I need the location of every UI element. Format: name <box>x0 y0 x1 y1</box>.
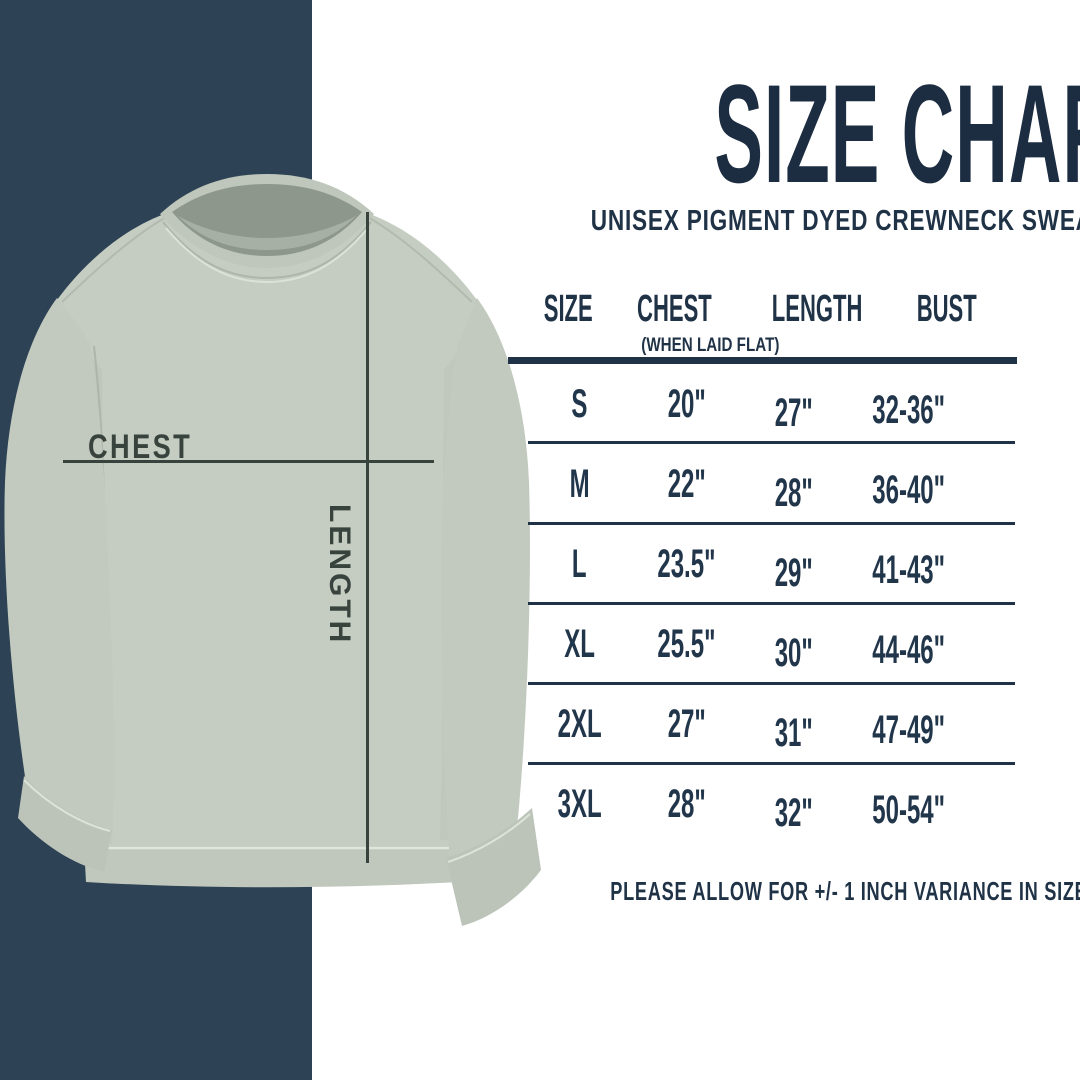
table-row: 3XL 28" 32" 50-54" <box>557 782 945 835</box>
table-row: S 20" 27" 32-36" <box>571 382 945 435</box>
variance-note: PLEASE ALLOW FOR +/- 1 INCH VARIANCE IN … <box>610 876 1080 906</box>
chest-column-note: (WHEN LAID FLAT) <box>641 335 780 356</box>
size-table: S 20" 27" 32-36" M 22" 28" 36-40" L 23.5… <box>508 364 1017 844</box>
row-divider <box>528 602 1015 605</box>
table-header-rule <box>508 357 1017 364</box>
page-subtitle: UNISEX PIGMENT DYED CREWNECK SWEATSHIRT <box>590 205 1080 237</box>
row-divider <box>528 762 1015 765</box>
table-row: 2XL 27" 31" 47-49" <box>557 702 945 755</box>
row-divider <box>528 522 1015 525</box>
length-measure-label: LENGTH <box>323 504 356 646</box>
row-divider <box>528 682 1015 685</box>
length-measure-line <box>366 212 369 863</box>
size-chart-panel: SIZE CHART UNISEX PIGMENT DYED CREWNECK … <box>508 0 1080 1080</box>
table-row: M 22" 28" 36-40" <box>569 462 945 515</box>
table-header-row: SIZE CHEST LENGTH BUST <box>508 290 1017 328</box>
page-title: SIZE CHART <box>714 55 1080 212</box>
chest-measure-line <box>63 460 434 463</box>
sweatshirt-right-sleeve <box>441 298 530 864</box>
sweatshirt-left-sleeve <box>4 298 115 845</box>
col-header-size: SIZE <box>543 288 593 330</box>
sweatshirt-image <box>4 174 541 926</box>
sweatshirt-body <box>57 212 477 846</box>
table-row: XL 25.5" 30" 44-46" <box>564 622 945 675</box>
chest-measure-label: CHEST <box>88 428 193 466</box>
col-header-bust: BUST <box>917 288 978 330</box>
col-header-chest: CHEST <box>637 288 713 330</box>
table-row: L 23.5" 29" 41-43" <box>572 542 945 595</box>
row-divider <box>528 441 1015 444</box>
col-header-length: LENGTH <box>772 288 863 330</box>
